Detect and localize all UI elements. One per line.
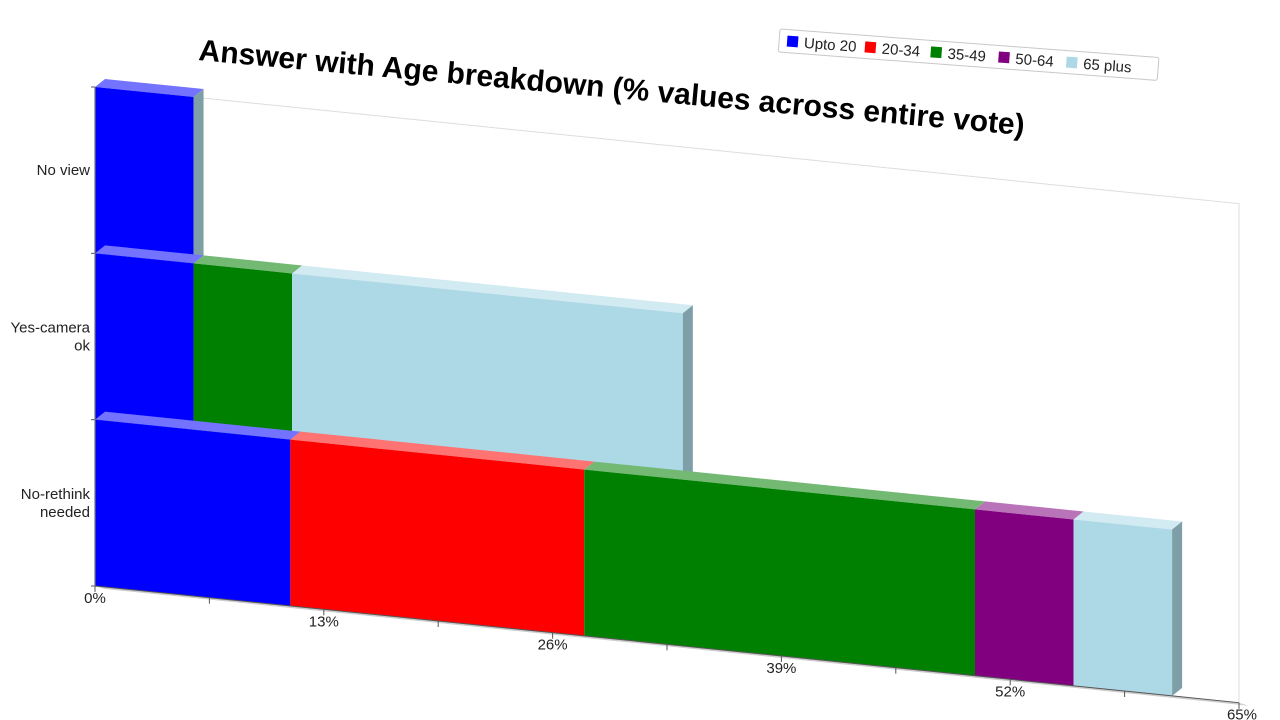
bar-top-face [584,461,985,510]
bar-front-face [290,439,585,636]
bar-side-face [1172,521,1183,696]
x-tick-label: 65% [1227,707,1257,720]
category-label: Yes-camera ok [11,320,91,355]
bar-front-face [193,263,293,440]
bar-segment [584,461,985,676]
legend-label: 20-34 [881,41,921,61]
bar-top-face [290,431,595,470]
bar-front-face [95,87,194,264]
legend-box [777,28,1160,81]
category-label: No view [37,162,91,179]
legend-label: 50-64 [1015,51,1055,71]
legend-label: Upto 20 [803,35,857,56]
bar-segment [95,245,204,430]
bar-top-face [1073,511,1183,530]
bar-segment [95,79,204,264]
legend: Upto 20 20-34 35-49 50-64 65 plus [777,28,1160,81]
bar-top-face [95,411,301,440]
bar-top-face [975,501,1084,520]
y-axis: No view Yes-camera ok No-rethink needed [11,86,96,587]
bar-segment [290,431,595,636]
bar-front-face [292,273,683,480]
bar-front-face [95,253,194,430]
legend-item: 20-34 [864,41,921,61]
bar-segment [975,501,1084,686]
bar-segment [292,265,693,480]
legend-swatch [864,41,877,54]
bar-segment [193,255,303,440]
bar-segment [95,411,301,606]
bar-side-face [682,305,693,480]
legend-item: 50-64 [998,51,1055,71]
legend-swatch [786,35,799,48]
bar-top-face [95,245,204,264]
legend-swatch [930,46,943,59]
x-tick-label: 39% [766,660,796,677]
legend-swatch [998,51,1010,64]
legend-item: 35-49 [930,46,987,66]
bar-front-face [1073,519,1173,696]
bar-segment [1073,511,1183,696]
category-label: No-rethink needed [21,486,91,521]
bar-front-face [584,469,975,676]
legend-label: 65 plus [1083,56,1133,77]
bar-front-face [975,509,1074,686]
bar-top-face [193,255,303,274]
x-tick-label: 0% [84,590,106,607]
bar-top-face [292,265,693,314]
x-tick-label: 52% [995,683,1025,700]
legend-item: 65 plus [1065,56,1133,77]
x-axis: 0% 13% 26% 39% 52% 65% [84,585,1257,720]
plot-area [94,79,1240,704]
legend-label: 35-49 [947,46,987,66]
bar-side-face [193,89,204,264]
x-tick-label: 13% [309,613,339,630]
x-tick-label: 26% [538,637,568,654]
legend-swatch [1065,56,1078,69]
legend-item: Upto 20 [786,35,857,56]
bar-top-face [95,79,204,98]
bar-front-face [95,419,291,606]
